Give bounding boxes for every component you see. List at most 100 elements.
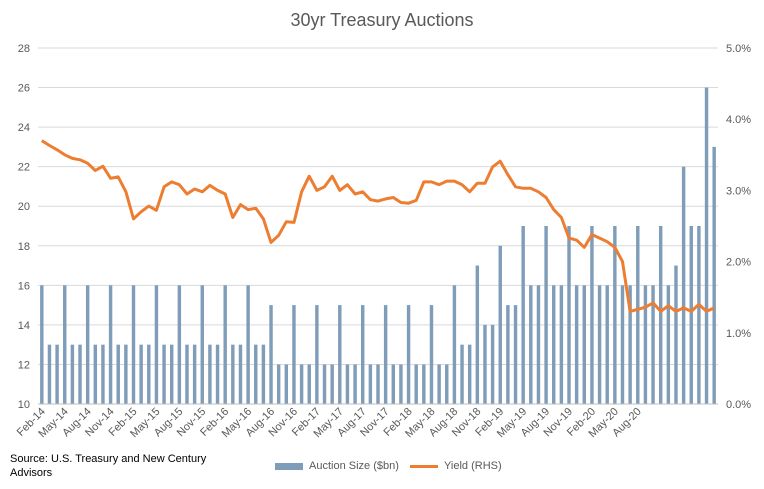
- bar-auction-size: [292, 305, 296, 404]
- bar-auction-size: [613, 226, 617, 404]
- bar-auction-size: [399, 364, 403, 404]
- bar-auction-size: [552, 285, 556, 404]
- bar-auction-size: [78, 344, 82, 404]
- bar-auction-size: [307, 364, 311, 404]
- bar-auction-size: [422, 364, 426, 404]
- bar-auction-size: [200, 285, 204, 404]
- bar-auction-size: [689, 226, 693, 404]
- bar-auction-size: [162, 344, 166, 404]
- bar-auction-size: [597, 285, 602, 404]
- y-left-tick-label: 16: [18, 280, 30, 292]
- bar-auction-size: [383, 305, 388, 404]
- bar-auction-size: [582, 285, 587, 404]
- bar-auction-size: [154, 285, 159, 404]
- bar-auction-size: [299, 364, 304, 404]
- bar-auction-size: [70, 344, 75, 404]
- bar-auction-size: [437, 364, 441, 404]
- bar-auction-size: [101, 344, 105, 404]
- bar-auction-size: [643, 285, 648, 404]
- y-left-tick-label: 10: [18, 399, 30, 411]
- bar-auction-size: [620, 285, 625, 404]
- bar-auction-size: [529, 285, 533, 404]
- y-left-tick-label: 26: [18, 83, 30, 95]
- bar-auction-size: [131, 285, 136, 404]
- y-left-tick-label: 14: [18, 320, 30, 332]
- bar-auction-size: [215, 344, 220, 404]
- bar-auction-size: [238, 344, 243, 404]
- bar-auction-size: [513, 305, 518, 404]
- bar-auction-size: [704, 87, 709, 405]
- bar-auction-size: [406, 305, 411, 404]
- bar-auction-size: [590, 226, 594, 404]
- bar-auction-size: [246, 285, 250, 404]
- y-left-tick-label: 24: [18, 122, 30, 134]
- line-layer: [40, 139, 715, 313]
- bar-auction-size: [177, 285, 182, 404]
- bar-auction-size: [185, 344, 189, 404]
- y-right-tick-label: 0.0%: [726, 399, 751, 411]
- bar-auction-size: [353, 364, 357, 404]
- bar-auction-size: [521, 226, 525, 404]
- bar-auction-size: [169, 344, 174, 404]
- legend-swatch-yield: [410, 464, 438, 468]
- bar-auction-size: [567, 226, 571, 404]
- bar-auction-size: [231, 344, 235, 404]
- bar-auction-size: [391, 364, 395, 404]
- y-left-tick-label: 28: [18, 43, 30, 55]
- bar-auction-size: [269, 305, 273, 404]
- bar-auction-size: [147, 344, 151, 404]
- bar-auction-size: [445, 364, 449, 404]
- bar-auction-size: [574, 285, 579, 404]
- bar-auction-size: [475, 265, 480, 404]
- bar-auction-size: [467, 344, 472, 404]
- bar-auction-size: [544, 226, 548, 404]
- bar-auction-size: [666, 285, 671, 404]
- bar-auction-size: [636, 226, 640, 404]
- bar-auction-size: [261, 344, 266, 404]
- bar-auction-size: [429, 305, 434, 404]
- y-right-tick-label: 5.0%: [726, 43, 751, 55]
- bar-auction-size: [139, 344, 143, 404]
- bar-auction-size: [361, 305, 365, 404]
- y-right-tick-label: 2.0%: [726, 257, 751, 269]
- bar-auction-size: [345, 364, 350, 404]
- bar-auction-size: [85, 285, 90, 404]
- y-left-tick-label: 12: [18, 359, 30, 371]
- bar-auction-size: [681, 166, 686, 404]
- legend-label-auction-size: Auction Size ($bn): [309, 460, 399, 472]
- legend-item-yield: Yield (RHS): [410, 460, 502, 472]
- bar-auction-size: [124, 344, 128, 404]
- y-right-tick-label: 4.0%: [726, 114, 751, 126]
- y-left-tick-label: 20: [18, 201, 30, 213]
- bar-auction-size: [330, 364, 334, 404]
- bar-auction-size: [338, 305, 342, 404]
- chart-title: 30yr Treasury Auctions: [290, 10, 474, 30]
- bar-auction-size: [651, 285, 655, 404]
- bar-auction-size: [376, 364, 380, 404]
- bar-auction-size: [55, 344, 59, 404]
- legend-swatch-auction-size: [275, 462, 303, 470]
- bar-auction-size: [658, 226, 663, 404]
- bar-auction-size: [368, 364, 373, 404]
- y-left-tick-label: 22: [18, 162, 30, 174]
- bar-auction-size: [628, 285, 632, 404]
- bar-auction-size: [605, 285, 609, 404]
- bar-auction-size: [63, 285, 67, 404]
- bar-auction-size: [40, 285, 44, 404]
- bar-auction-size: [254, 344, 258, 404]
- bar-auction-size: [483, 324, 487, 404]
- bar-auction-size: [559, 285, 564, 404]
- bar-auction-size: [452, 285, 457, 404]
- bar-auction-size: [276, 364, 281, 404]
- y-left-tick-label: 18: [18, 241, 30, 253]
- bar-auction-size: [506, 305, 510, 404]
- bar-auction-size: [712, 146, 716, 404]
- bar-auction-size: [223, 285, 227, 404]
- y-right-tick-label: 3.0%: [726, 185, 751, 197]
- legend-item-auction-size: Auction Size ($bn): [275, 460, 399, 472]
- bar-auction-size: [47, 344, 52, 404]
- bar-auction-size: [208, 344, 212, 404]
- source-note: Source: U.S. Treasury and New Century Ad…: [10, 453, 207, 479]
- bar-auction-size: [322, 364, 327, 404]
